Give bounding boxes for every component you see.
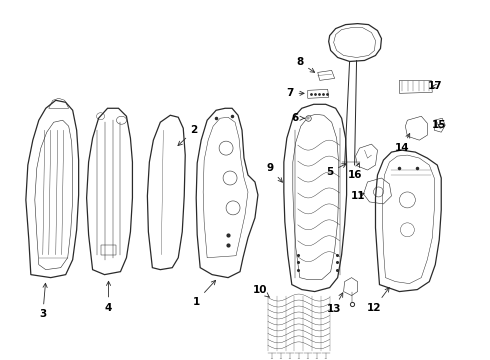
Text: 8: 8 [296,58,315,72]
Text: 11: 11 [350,191,365,201]
Text: 7: 7 [286,88,304,98]
Text: 2: 2 [178,125,198,145]
Text: 13: 13 [326,293,343,315]
Text: 9: 9 [267,163,282,182]
Text: 12: 12 [367,288,389,312]
Text: 1: 1 [193,280,216,306]
Text: 6: 6 [291,113,304,123]
Text: 16: 16 [347,163,362,180]
Text: 10: 10 [253,284,270,297]
Text: 14: 14 [395,134,410,153]
Text: 5: 5 [326,164,346,177]
Text: 17: 17 [428,81,442,91]
Text: 4: 4 [105,281,112,312]
Text: 3: 3 [39,283,47,319]
Text: 15: 15 [432,120,446,130]
